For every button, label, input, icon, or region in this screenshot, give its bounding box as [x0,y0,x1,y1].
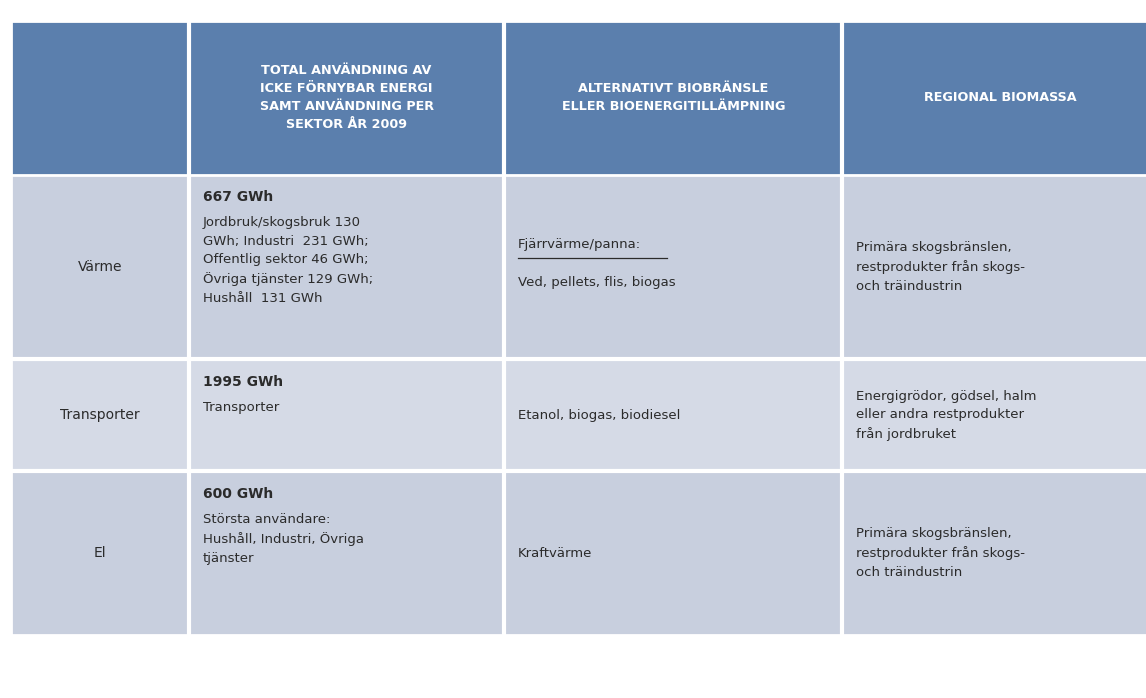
Text: Fjärrvärme/panna:: Fjärrvärme/panna: [518,238,641,251]
Text: Transporter: Transporter [203,401,280,415]
Text: REGIONAL BIOMASSA: REGIONAL BIOMASSA [924,91,1076,104]
Text: TOTAL ANVÄNDNING AV
ICKE FÖRNYBAR ENERGI
SAMT ANVÄNDNING PER
SEKTOR ÅR 2009: TOTAL ANVÄNDNING AV ICKE FÖRNYBAR ENERGI… [260,64,433,131]
Text: Primära skogsbränslen,
restprodukter från skogs-
och träindustrin: Primära skogsbränslen, restprodukter frå… [856,242,1025,292]
Text: Ved, pellets, flis, biogas: Ved, pellets, flis, biogas [518,276,676,289]
Text: 600 GWh: 600 GWh [203,487,273,500]
FancyBboxPatch shape [11,174,189,359]
Text: Primära skogsbränslen,
restprodukter från skogs-
och träindustrin: Primära skogsbränslen, restprodukter frå… [856,528,1025,579]
FancyBboxPatch shape [504,21,842,174]
FancyBboxPatch shape [189,21,504,174]
FancyBboxPatch shape [189,174,504,359]
Text: 667 GWh: 667 GWh [203,190,273,204]
Text: El: El [94,546,107,560]
Text: Största användare:
Hushåll, Industri, Övriga
tjänster: Största användare: Hushåll, Industri, Öv… [203,513,363,565]
Text: Etanol, biogas, biodiesel: Etanol, biogas, biodiesel [518,409,681,422]
Text: Värme: Värme [78,260,123,274]
Text: Kraftvärme: Kraftvärme [518,547,592,560]
FancyBboxPatch shape [504,359,842,471]
Text: Transporter: Transporter [61,408,140,422]
FancyBboxPatch shape [11,471,189,635]
FancyBboxPatch shape [11,359,189,471]
FancyBboxPatch shape [189,471,504,635]
FancyBboxPatch shape [842,471,1146,635]
FancyBboxPatch shape [11,21,189,174]
Text: Jordbruk/skogsbruk 130
GWh; Industri  231 GWh;
Offentlig sektor 46 GWh;
Övriga t: Jordbruk/skogsbruk 130 GWh; Industri 231… [203,216,372,305]
FancyBboxPatch shape [842,359,1146,471]
Text: 1995 GWh: 1995 GWh [203,375,283,389]
Text: Energigrödor, gödsel, halm
eller andra restprodukter
från jordbruket: Energigrödor, gödsel, halm eller andra r… [856,389,1037,441]
Text: ALTERNATIVT BIOBRÄNSLE
ELLER BIOENERGITILLÄMPNING: ALTERNATIVT BIOBRÄNSLE ELLER BIOENERGITI… [562,82,785,113]
FancyBboxPatch shape [504,174,842,359]
FancyBboxPatch shape [189,359,504,471]
FancyBboxPatch shape [504,471,842,635]
FancyBboxPatch shape [842,174,1146,359]
FancyBboxPatch shape [842,21,1146,174]
